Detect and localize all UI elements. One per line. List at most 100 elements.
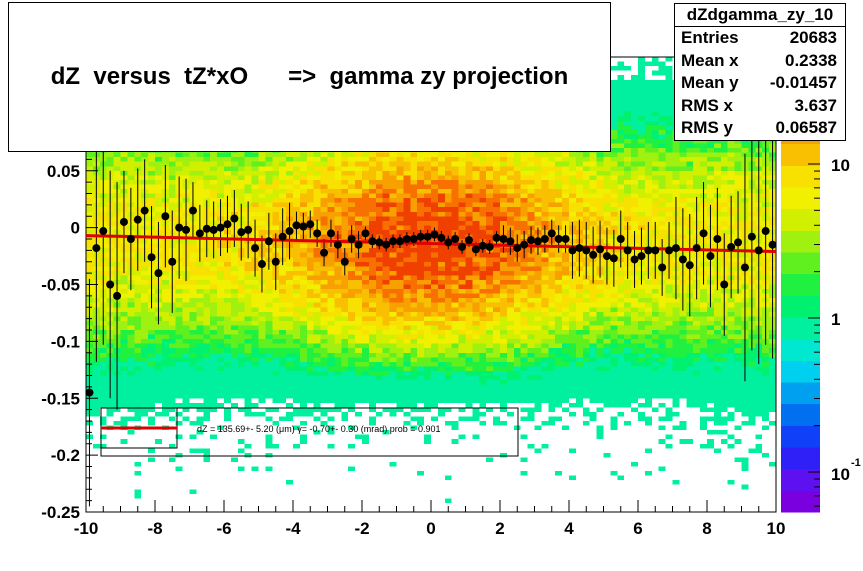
heatmap-cell (458, 284, 466, 290)
heatmap-cell (348, 407, 356, 412)
heatmap-cell (437, 161, 445, 167)
heatmap-cell (520, 280, 528, 285)
heatmap-cell (327, 330, 335, 335)
heatmap-cell (493, 343, 500, 349)
heatmap-cell (424, 393, 431, 399)
heatmap-cell (472, 239, 480, 244)
heatmap-cell (465, 361, 473, 367)
heatmap-cell (513, 325, 521, 331)
heatmap-cell (148, 361, 155, 367)
heatmap-cell (472, 266, 480, 271)
heatmap-cell (265, 188, 273, 194)
heatmap-cell (334, 366, 342, 371)
heatmap-cell (506, 393, 514, 399)
heatmap-cell (127, 166, 135, 171)
heatmap-cell (251, 198, 259, 203)
heatmap-cell (265, 330, 273, 335)
heatmap-cell (348, 371, 356, 376)
heatmap-cell (161, 320, 169, 326)
heatmap-cell (230, 352, 238, 358)
heatmap-cell (348, 398, 356, 403)
heatmap-cell (362, 339, 369, 344)
heatmap-cell (486, 152, 494, 158)
heatmap-cell (389, 161, 397, 167)
heatmap-cell (458, 380, 466, 385)
heatmap-cell (306, 270, 314, 276)
heatmap-cell (203, 407, 211, 412)
heatmap-cell (500, 389, 507, 394)
heatmap-cell (230, 166, 238, 171)
heatmap-cell (410, 252, 418, 258)
heatmap-cell (175, 466, 183, 472)
heatmap-cell (251, 375, 259, 381)
heatmap-cell (375, 393, 383, 399)
heatmap-cell (424, 179, 431, 185)
heatmap-cell (520, 393, 528, 399)
heatmap-cell (86, 166, 93, 171)
heatmap-cell (327, 166, 335, 171)
heatmap-cell (424, 152, 431, 158)
heatmap-cell (313, 316, 321, 321)
heatmap-cell (217, 184, 224, 189)
heatmap-cell (486, 266, 494, 271)
heatmap-cell (348, 170, 356, 176)
heatmap-cell (175, 375, 183, 381)
heatmap-cell (375, 352, 383, 358)
heatmap-cell (299, 352, 307, 358)
heatmap-cell (520, 211, 528, 217)
heatmap-cell (196, 298, 204, 303)
heatmap-cell (458, 179, 466, 185)
heatmap-cell (155, 398, 162, 403)
heatmap-cell (493, 257, 500, 262)
heatmap-cell (437, 157, 445, 162)
heatmap-cell (431, 311, 438, 317)
heatmap-cell (182, 407, 190, 412)
heatmap-cell (155, 211, 162, 217)
heatmap-cell (362, 393, 369, 399)
heatmap-cell (513, 316, 521, 321)
heatmap-cell (189, 311, 197, 317)
heatmap-cell (500, 179, 507, 185)
heatmap-cell (299, 275, 307, 280)
heatmap-cell (527, 416, 535, 421)
heatmap-cell (417, 166, 425, 171)
heatmap-cell (375, 330, 383, 335)
heatmap-cell (120, 439, 128, 444)
heatmap-cell (265, 325, 273, 331)
heatmap-cell (437, 298, 445, 303)
heatmap-cell (175, 330, 183, 335)
heatmap-cell (437, 307, 445, 312)
heatmap-cell (410, 393, 418, 399)
heatmap-cell (479, 225, 487, 230)
heatmap-cell (134, 402, 142, 408)
heatmap-cell (500, 175, 507, 180)
heatmap-cell (431, 371, 438, 376)
heatmap-cell (293, 280, 300, 285)
heatmap-cell (182, 157, 190, 162)
heatmap-cell (127, 311, 135, 317)
heatmap-cell (189, 298, 197, 303)
heatmap-cell (472, 320, 480, 326)
heatmap-cell (196, 416, 204, 421)
heatmap-cell (237, 270, 245, 276)
heatmap-cell (306, 371, 314, 376)
heatmap-cell (403, 320, 411, 326)
heatmap-cell (396, 193, 404, 199)
heatmap-cell (355, 193, 362, 199)
heatmap-cell (272, 170, 280, 176)
heatmap-cell (244, 320, 252, 326)
heatmap-cell (258, 170, 266, 176)
heatmap-cell (175, 298, 183, 303)
heatmap-cell (155, 380, 162, 385)
heatmap-cell (410, 339, 418, 344)
heatmap-cell (458, 289, 466, 294)
heatmap-cell (348, 339, 356, 344)
heatmap-cell (431, 320, 438, 326)
heatmap-cell (86, 207, 93, 212)
heatmap-cell (458, 161, 466, 167)
heatmap-cell (286, 175, 293, 180)
heatmap-cell (472, 407, 480, 412)
heatmap-cell (389, 330, 397, 335)
heatmap-cell (299, 371, 307, 376)
heatmap-cell (437, 320, 445, 326)
